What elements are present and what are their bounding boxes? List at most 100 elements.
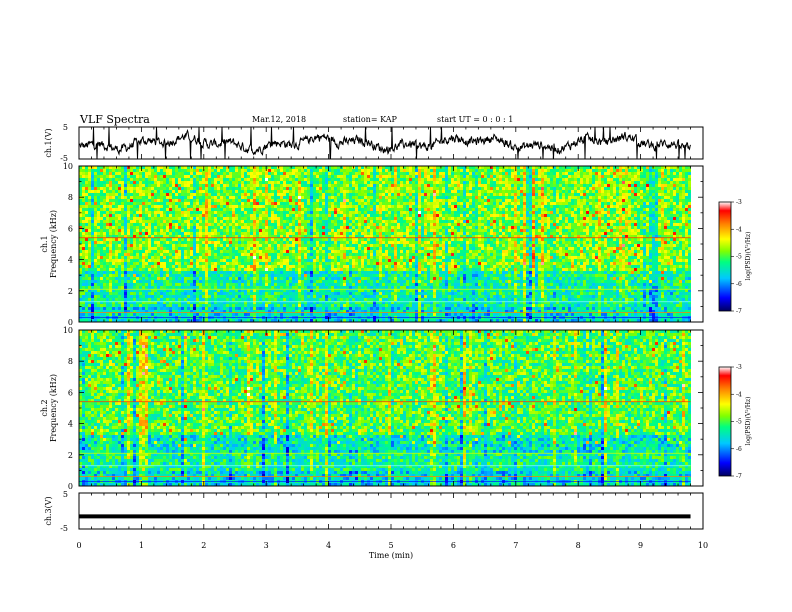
spectrogram-cell — [94, 187, 97, 190]
spectrogram-cell — [265, 202, 268, 205]
spectrogram-cell — [91, 226, 94, 229]
spectrogram-cell — [250, 214, 253, 217]
spectrogram-cell — [280, 307, 283, 310]
spectrogram-cell — [202, 178, 205, 181]
spectrogram-cell — [94, 307, 97, 310]
spectrogram-cell — [109, 283, 112, 286]
spectrogram-cell — [286, 256, 289, 259]
spectrogram-cell — [256, 178, 259, 181]
spectrogram-cell — [181, 259, 184, 262]
spectrogram-cell — [172, 217, 175, 220]
spectrogram-cell — [202, 265, 205, 268]
spectrogram-cell — [172, 232, 175, 235]
spectrogram-cell — [103, 301, 106, 304]
spectrogram-cell — [232, 307, 235, 310]
spectrogram-cell — [181, 220, 184, 223]
spectrogram-cell — [310, 292, 313, 295]
spectrogram-cell — [316, 298, 319, 301]
spectrogram-cell — [256, 271, 259, 274]
spectrogram-cell — [130, 178, 133, 181]
spectrogram-cell — [298, 247, 301, 250]
spectrogram-cell — [271, 223, 274, 226]
spectrogram-cell — [160, 175, 163, 178]
spectrogram-cell — [310, 319, 313, 322]
spectrogram-cell — [340, 184, 343, 187]
spectrogram-cell — [217, 247, 220, 250]
spectrogram-cell — [130, 208, 133, 211]
spectrogram-cell — [292, 208, 295, 211]
spectrogram-cell — [130, 223, 133, 226]
spectrogram-cell — [178, 208, 181, 211]
spectrogram-cell — [349, 286, 352, 289]
spectrogram-cell — [79, 169, 82, 172]
spectrogram-cell — [328, 175, 331, 178]
spectrogram-cell — [229, 295, 232, 298]
spectrogram-cell — [292, 238, 295, 241]
spectrogram-cell — [271, 280, 274, 283]
spectrogram-cell — [244, 244, 247, 247]
spectrogram-cell — [172, 295, 175, 298]
spectrogram-cell — [211, 289, 214, 292]
spectrogram-cell — [184, 310, 187, 313]
spectrogram-cell — [166, 310, 169, 313]
spectrogram-cell — [199, 214, 202, 217]
spectrogram-cell — [352, 286, 355, 289]
spectrogram-cell — [337, 241, 340, 244]
spectrogram-cell — [304, 271, 307, 274]
spectrogram-cell — [88, 292, 91, 295]
spectrogram-cell — [166, 175, 169, 178]
spectrogram-cell — [118, 169, 121, 172]
spectrogram-cell — [298, 199, 301, 202]
spectrogram-cell — [130, 307, 133, 310]
spectrogram-cell — [352, 289, 355, 292]
spectrogram-cell — [232, 208, 235, 211]
spectrogram-cell — [205, 268, 208, 271]
spectrogram-cell — [91, 256, 94, 259]
spectrogram-cell — [91, 247, 94, 250]
spectrogram-cell — [298, 184, 301, 187]
spectrogram-cell — [79, 247, 82, 250]
spectrogram-cell — [193, 250, 196, 253]
spectrogram-cell — [175, 190, 178, 193]
spectrogram-cell — [232, 313, 235, 316]
spectrogram-cell — [223, 178, 226, 181]
spectrogram-cell — [139, 208, 142, 211]
spectrogram-cell — [271, 286, 274, 289]
spectrogram-cell — [127, 307, 130, 310]
spectrogram-cell — [262, 265, 265, 268]
spectrogram-cell — [286, 181, 289, 184]
spectrogram-cell — [139, 172, 142, 175]
spectrogram-cell — [133, 229, 136, 232]
spectrogram-cell — [109, 277, 112, 280]
spectrogram-cell — [88, 196, 91, 199]
spectrogram-cell — [190, 280, 193, 283]
spectrogram-cell — [292, 199, 295, 202]
spectrogram-cell — [316, 319, 319, 322]
spectrogram-cell — [283, 256, 286, 259]
spectrogram-cell — [328, 307, 331, 310]
spectrogram-cell — [205, 271, 208, 274]
spectrogram-cell — [112, 232, 115, 235]
spectrogram-cell — [151, 268, 154, 271]
spectrogram-cell — [133, 247, 136, 250]
spectrogram-cell — [103, 178, 106, 181]
spectrogram-cell — [184, 196, 187, 199]
spectrogram-cell — [316, 310, 319, 313]
spectrogram-cell — [94, 223, 97, 226]
spectrogram-cell — [205, 199, 208, 202]
spectrogram-cell — [127, 289, 130, 292]
spectrogram-cell — [151, 271, 154, 274]
spectrogram-cell — [109, 184, 112, 187]
spectrogram-cell — [298, 286, 301, 289]
spectrogram-cell — [289, 292, 292, 295]
spectrogram-cell — [214, 181, 217, 184]
spectrogram-cell — [274, 208, 277, 211]
spectrogram-cell — [115, 229, 118, 232]
spectrogram-cell — [193, 205, 196, 208]
spectrogram-cell — [91, 253, 94, 256]
spectrogram-cell — [313, 190, 316, 193]
spectrogram-cell — [214, 184, 217, 187]
spectrogram-cell — [100, 190, 103, 193]
spectrogram-cell — [187, 178, 190, 181]
spectrogram-cell — [202, 217, 205, 220]
